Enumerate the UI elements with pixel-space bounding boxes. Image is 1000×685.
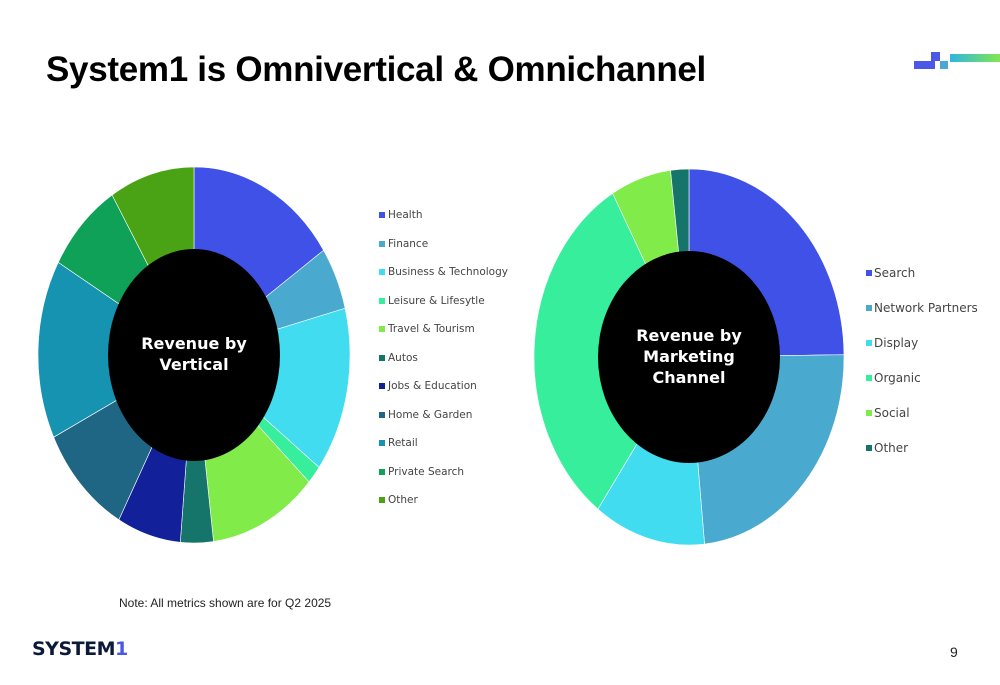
legend-label: Network Partners: [874, 301, 978, 315]
legend-swatch: [379, 411, 385, 418]
legend-label: Other: [874, 441, 909, 455]
legend-item-social: Social: [866, 406, 978, 441]
logo-text: SYSTEM: [32, 638, 115, 660]
deco-square-4: [940, 61, 948, 69]
legend-item-leisure-lifesytle: Leisure & Lifesytle: [379, 294, 508, 323]
legend-swatch: [379, 326, 385, 332]
legend-swatch: [379, 240, 385, 247]
legend-label: Retail: [388, 437, 418, 449]
channel-donut-chart: Revenue by Marketing Channel: [533, 168, 845, 546]
legend-swatch: [866, 270, 872, 276]
donut-hole: [108, 249, 280, 461]
legend-label: Autos: [388, 351, 418, 364]
system1-logo: SYSTEM1: [32, 638, 128, 660]
donut-hole: [598, 251, 780, 463]
legend-item-finance: Finance: [379, 237, 508, 266]
corner-decoration: [912, 52, 1000, 74]
legend-item-search: Search: [866, 266, 978, 301]
donut-center-label: Revenue by Marketing Channel: [636, 326, 742, 387]
legend-swatch: [866, 305, 872, 311]
legend-label: Travel & Tourism: [388, 323, 475, 335]
legend-label: Other: [388, 494, 418, 506]
legend-swatch: [866, 375, 872, 381]
deco-square-3: [931, 52, 940, 61]
legend-item-travel-tourism: Travel & Tourism: [379, 322, 508, 351]
legend-swatch: [379, 497, 385, 503]
legend-label: Jobs & Education: [388, 380, 477, 392]
legend-swatch: [379, 212, 385, 218]
deco-square-2: [925, 61, 935, 69]
legend-swatch: [379, 468, 385, 475]
deco-gradient-bar: [950, 54, 1000, 62]
channel-legend: Search Network Partners Display Organic Soci…: [866, 266, 978, 476]
legend-item-health: Health: [379, 208, 508, 237]
legend-item-other: Other: [866, 441, 978, 476]
legend-label: Display: [874, 336, 919, 350]
legend-label: Leisure & Lifesytle: [388, 294, 485, 307]
legend-label: Search: [874, 266, 916, 280]
logo-one: 1: [114, 638, 128, 660]
legend-item-organic: Organic: [866, 371, 978, 406]
legend-label: Private Search: [388, 465, 465, 478]
legend-swatch: [379, 440, 385, 446]
legend-label: Health: [388, 209, 423, 221]
legend-label: Organic: [874, 371, 921, 385]
legend-label: Home & Garden: [388, 408, 473, 421]
legend-item-retail: Retail: [379, 436, 508, 465]
legend-swatch: [379, 297, 385, 304]
vertical-donut-chart: Revenue by Vertical: [37, 166, 351, 544]
legend-item-home-garden: Home & Garden: [379, 408, 508, 437]
legend-item-autos: Autos: [379, 351, 508, 380]
legend-label: Social: [874, 406, 910, 420]
legend-item-display: Display: [866, 336, 978, 371]
vertical-legend: Health Finance Business & Technology Leisur…: [379, 208, 508, 522]
legend-swatch: [379, 354, 385, 361]
legend-swatch: [379, 269, 385, 275]
legend-item-business-technology: Business & Technology: [379, 265, 508, 294]
legend-label: Business & Technology: [388, 266, 508, 278]
donut-center-label: Revenue by Vertical: [141, 334, 247, 374]
slide-title: System1 is Omnivertical & Omnichannel: [46, 50, 706, 89]
deco-square-1: [914, 61, 925, 69]
page-number: 9: [950, 644, 958, 660]
legend-item-network-partners: Network Partners: [866, 301, 978, 336]
legend-label: Finance: [388, 237, 429, 250]
legend-swatch: [866, 445, 872, 451]
legend-swatch: [379, 383, 385, 389]
legend-item-private-search: Private Search: [379, 465, 508, 494]
footnote: Note: All metrics shown are for Q2 2025: [119, 596, 332, 610]
legend-swatch: [866, 410, 872, 416]
legend-item-jobs-education: Jobs & Education: [379, 379, 508, 408]
legend-swatch: [866, 340, 872, 346]
legend-item-other: Other: [379, 493, 508, 522]
